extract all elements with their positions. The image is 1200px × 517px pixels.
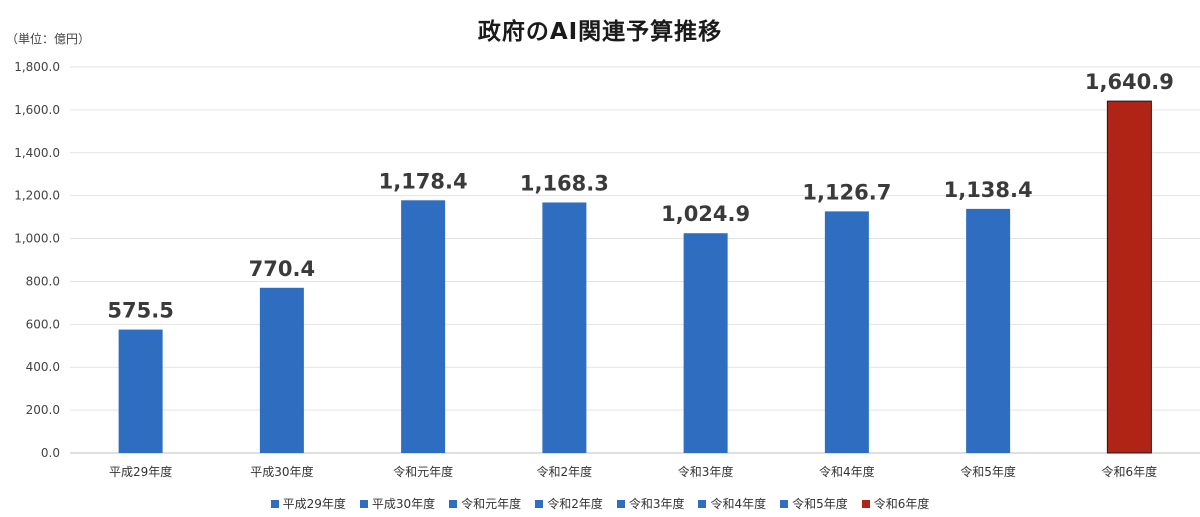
y-tick-label: 1,400.0 [14, 146, 60, 160]
data-label: 1,126.7 [802, 180, 891, 204]
legend-item: 令和3年度 [616, 495, 685, 512]
y-tick-label: 800.0 [26, 274, 60, 288]
data-label: 1,640.9 [1085, 70, 1174, 94]
bar [259, 287, 304, 453]
gridlines [70, 66, 1200, 454]
data-label: 770.4 [249, 257, 315, 281]
y-tick-label: 200.0 [26, 403, 60, 417]
y-tick-label: 600.0 [26, 317, 60, 331]
legend-swatch [861, 499, 870, 508]
legend-swatch [270, 499, 279, 508]
x-tick-label: 令和元年度 [393, 464, 453, 479]
y-tick-label: 1,600.0 [14, 103, 60, 117]
legend-swatch [698, 499, 707, 508]
y-axis-ticks: 0.0 200.0 400.0 600.0 800.0 1,000.0 1,200.0 1,4… [14, 60, 60, 460]
legend-label: 令和6年度 [873, 497, 930, 511]
legend-swatch [616, 499, 625, 508]
legend-label: 令和5年度 [792, 497, 848, 511]
data-label: 1,024.9 [661, 202, 750, 226]
legend-label: 令和2年度 [547, 497, 603, 511]
bar [966, 208, 1011, 453]
bar-chart: 0.0 200.0 400.0 600.0 800.0 1,000.0 1,200.0 1,4… [14, 60, 1200, 479]
legend-item: 令和5年度 [780, 495, 848, 512]
legend-swatch [535, 499, 544, 508]
bar [542, 202, 587, 453]
unit-label: （単位：億円） [6, 32, 91, 46]
x-tick-label: 平成30年度 [250, 464, 313, 479]
legend-item: 平成30年度 [359, 495, 436, 512]
legend: 平成29年度 平成30年度 令和元年度 令和2年度 令和3年度 令和4年度 令和5年度 令和6… [0, 495, 1200, 512]
legend-swatch [449, 499, 458, 508]
legend-item: 令和4年度 [698, 495, 766, 512]
x-axis-ticks: 平成29年度 平成30年度 令和元年度 令和2年度 令和3年度 令和4年度 令和5年度 令和6… [109, 464, 1157, 479]
legend-item: 令和2年度 [535, 495, 603, 512]
bar [118, 329, 163, 453]
legend-item: 平成29年度 [270, 495, 346, 512]
bar [683, 233, 728, 453]
y-tick-label: 0.0 [41, 446, 60, 460]
legend-swatch [780, 499, 789, 508]
y-tick-label: 1,800.0 [14, 60, 60, 74]
x-tick-label: 令和3年度 [678, 464, 734, 479]
legend-label: 令和4年度 [710, 497, 767, 511]
x-tick-label: 令和6年度 [1102, 464, 1158, 479]
x-tick-label: 令和4年度 [819, 464, 875, 479]
chart-title: 政府のAI関連予算推移 [477, 19, 723, 45]
legend-swatch [359, 499, 368, 508]
data-label: 1,178.4 [379, 169, 468, 193]
bar [824, 211, 869, 453]
legend-label: 平成29年度 [282, 497, 346, 511]
bar [1106, 100, 1152, 454]
y-tick-label: 1,000.0 [14, 232, 60, 246]
legend-label: 令和3年度 [628, 497, 685, 511]
legend-item: 令和6年度 [861, 495, 930, 512]
bars [118, 100, 1152, 454]
x-tick-label: 令和2年度 [537, 464, 593, 479]
legend-label: 令和元年度 [461, 497, 522, 511]
data-label: 1,168.3 [520, 171, 609, 195]
data-label: 1,138.4 [944, 178, 1033, 202]
legend-item: 令和元年度 [449, 495, 521, 512]
x-tick-label: 令和5年度 [960, 464, 1016, 479]
y-tick-label: 1,200.0 [14, 189, 60, 203]
data-labels: 575.5 770.4 1,178.4 1,168.3 1,024.9 1,126.7 1,… [107, 70, 1173, 322]
bar [401, 200, 446, 453]
y-tick-label: 400.0 [26, 360, 60, 374]
data-label: 575.5 [107, 299, 173, 323]
legend-label: 平成30年度 [371, 497, 436, 511]
x-tick-label: 平成29年度 [109, 464, 172, 479]
